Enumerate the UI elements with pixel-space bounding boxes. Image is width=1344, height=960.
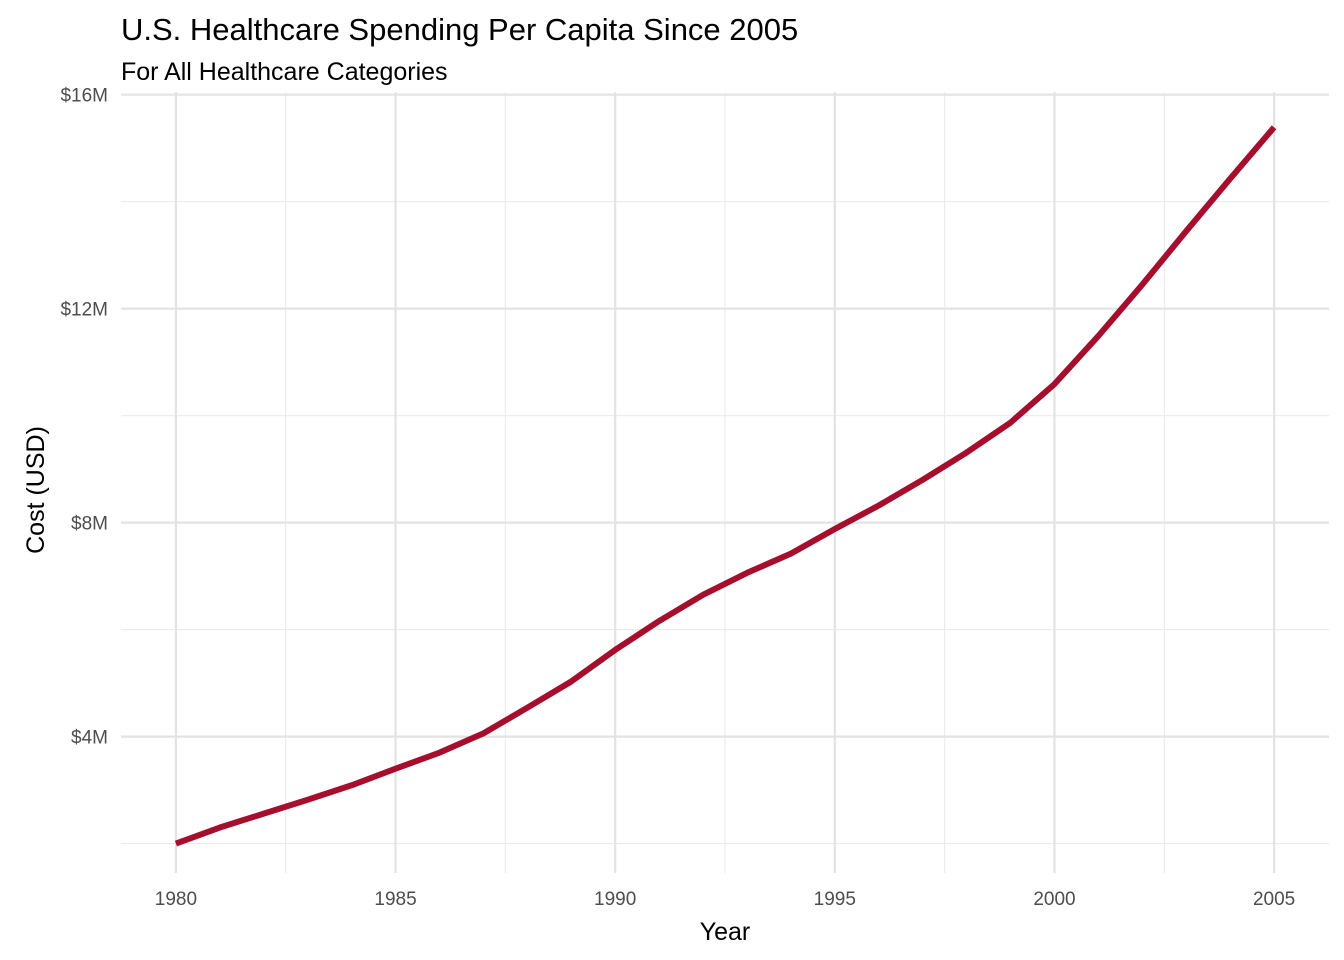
x-tick-label: 1980 bbox=[155, 889, 197, 910]
x-tick-label: 1995 bbox=[814, 889, 856, 910]
y-tick-label: $4M bbox=[71, 728, 108, 749]
chart-subtitle: For All Healthcare Categories bbox=[121, 58, 448, 86]
grid bbox=[121, 92, 1329, 873]
tick-labels: 1980 1985 1990 1995 2000 2005 $4M $8M $12M $16M bbox=[60, 86, 1295, 910]
x-axis-title: Year bbox=[700, 918, 751, 946]
x-tick-label: 1990 bbox=[594, 889, 636, 910]
y-axis-title: Cost (USD) bbox=[22, 426, 50, 554]
x-tick-label: 2005 bbox=[1253, 889, 1295, 910]
x-tick-label: 2000 bbox=[1033, 889, 1075, 910]
x-tick-label: 1985 bbox=[374, 889, 416, 910]
chart-title: U.S. Healthcare Spending Per Capita Sinc… bbox=[121, 12, 799, 47]
y-tick-label: $16M bbox=[60, 86, 108, 107]
series-line bbox=[174, 125, 1277, 847]
series-lines bbox=[174, 125, 1277, 847]
y-tick-label: $12M bbox=[60, 300, 108, 321]
y-tick-label: $8M bbox=[71, 514, 108, 535]
